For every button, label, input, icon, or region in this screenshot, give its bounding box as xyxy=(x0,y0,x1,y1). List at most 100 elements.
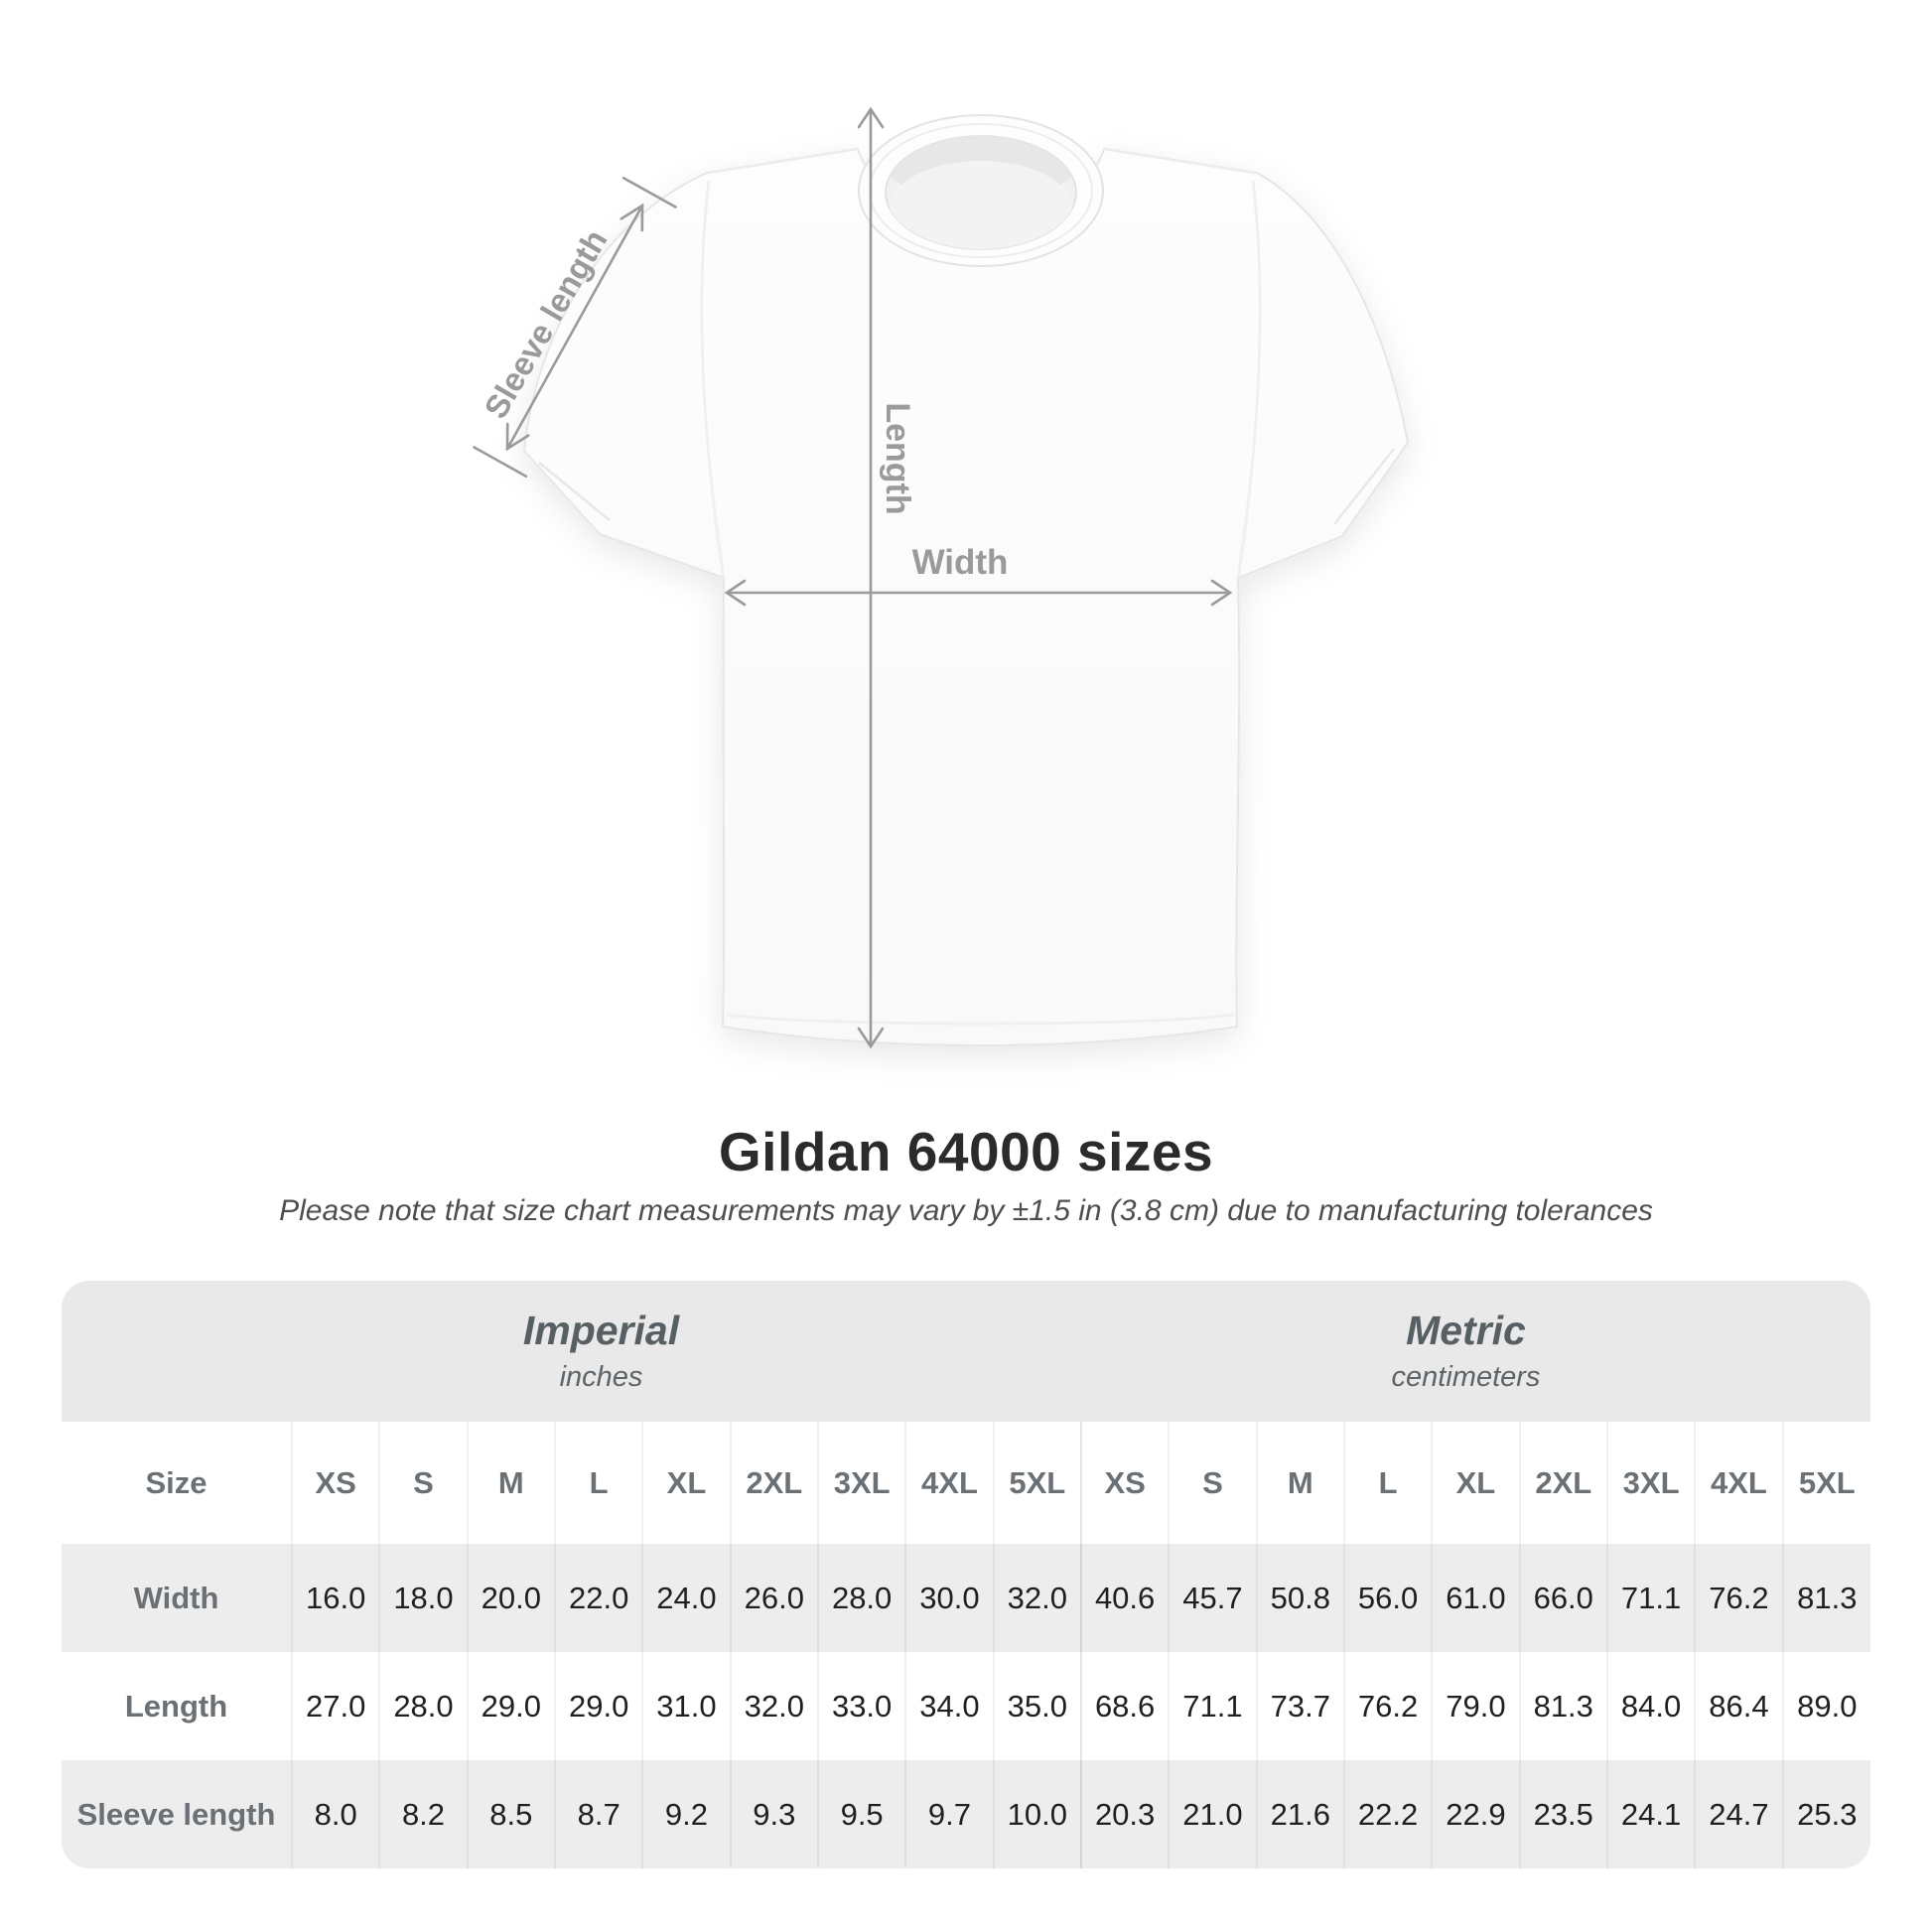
cell-metric-width: 61.0 xyxy=(1431,1544,1520,1652)
size-col-metric-4xl: 4XL xyxy=(1694,1422,1783,1544)
cell-metric-width: 66.0 xyxy=(1518,1544,1607,1652)
cell-imperial-length: 31.0 xyxy=(641,1652,731,1760)
cell-metric-length: 81.3 xyxy=(1518,1652,1607,1760)
size-col-imperial-s: S xyxy=(378,1422,468,1544)
cell-metric-length: 89.0 xyxy=(1781,1652,1870,1760)
cell-imperial-width: 22.0 xyxy=(553,1544,643,1652)
cell-imperial-length: 29.0 xyxy=(466,1652,555,1760)
imperial-label: Imperial xyxy=(522,1307,680,1353)
size-col-metric-xs: XS xyxy=(1079,1422,1170,1544)
cell-metric-sleeve-length: 24.7 xyxy=(1694,1760,1783,1868)
measurement-row-length: Length 27.0 28.0 29.0 29.0 31.0 32.0 33.0 34.0 35… xyxy=(62,1652,1870,1760)
size-col-imperial-4xl: 4XL xyxy=(904,1422,994,1544)
cell-imperial-length: 32.0 xyxy=(729,1652,818,1760)
cell-metric-sleeve-length: 22.9 xyxy=(1431,1760,1520,1868)
cell-imperial-sleeve-length: 10.0 xyxy=(992,1760,1081,1868)
cell-imperial-sleeve-length: 9.2 xyxy=(641,1760,731,1868)
cell-metric-length: 79.0 xyxy=(1431,1652,1520,1760)
page-subtitle: Please note that size chart measurements… xyxy=(279,1194,1653,1227)
size-col-metric-3xl: 3XL xyxy=(1605,1422,1696,1544)
cell-imperial-width: 24.0 xyxy=(641,1544,731,1652)
width-label: Width xyxy=(912,543,1009,582)
size-col-imperial-3xl: 3XL xyxy=(816,1422,906,1544)
size-table-card: Imperial inches Metric centimeters Size … xyxy=(62,1281,1870,1868)
cell-metric-width: 40.6 xyxy=(1079,1544,1170,1652)
collar xyxy=(858,114,1104,267)
measurement-row-sleeve-length: Sleeve length 8.0 8.2 8.5 8.7 9.2 9.3 9.5 9.7 10.… xyxy=(62,1760,1870,1868)
cell-metric-length: 68.6 xyxy=(1079,1652,1170,1760)
cell-metric-width: 71.1 xyxy=(1605,1544,1696,1652)
cell-imperial-width: 30.0 xyxy=(904,1544,994,1652)
cell-metric-length: 86.4 xyxy=(1694,1652,1783,1760)
imperial-group-header: Imperial inches xyxy=(62,1281,1081,1422)
page-title: Gildan 64000 sizes xyxy=(718,1121,1214,1182)
row-label: Length xyxy=(124,1688,228,1724)
size-col-metric-5xl: 5XL xyxy=(1781,1422,1870,1544)
cell-metric-length: 84.0 xyxy=(1605,1652,1696,1760)
cell-imperial-width: 28.0 xyxy=(816,1544,906,1652)
cell-metric-width: 50.8 xyxy=(1255,1544,1344,1652)
cell-imperial-sleeve-length: 9.3 xyxy=(729,1760,818,1868)
cell-imperial-sleeve-length: 8.0 xyxy=(290,1760,380,1868)
cell-imperial-length: 33.0 xyxy=(816,1652,906,1760)
cell-imperial-sleeve-length: 8.7 xyxy=(553,1760,643,1868)
cell-imperial-length: 29.0 xyxy=(553,1652,643,1760)
size-col-imperial-5xl: 5XL xyxy=(992,1422,1081,1544)
cell-metric-width: 81.3 xyxy=(1781,1544,1870,1652)
length-arrow xyxy=(857,106,885,1049)
cell-imperial-length: 34.0 xyxy=(904,1652,994,1760)
cell-metric-sleeve-length: 21.0 xyxy=(1168,1760,1257,1868)
cell-imperial-width: 20.0 xyxy=(466,1544,555,1652)
cell-imperial-length: 28.0 xyxy=(378,1652,468,1760)
cell-metric-width: 45.7 xyxy=(1168,1544,1257,1652)
row-label: Sleeve length xyxy=(76,1796,276,1832)
size-col-metric-xl: XL xyxy=(1431,1422,1520,1544)
cell-imperial-width: 16.0 xyxy=(290,1544,380,1652)
cell-metric-sleeve-length: 21.6 xyxy=(1255,1760,1344,1868)
size-header-cell: Size xyxy=(145,1464,207,1500)
cell-imperial-sleeve-length: 8.2 xyxy=(378,1760,468,1868)
size-col-imperial-xs: XS xyxy=(290,1422,380,1544)
size-col-imperial-m: M xyxy=(466,1422,555,1544)
cell-metric-sleeve-length: 20.3 xyxy=(1079,1760,1170,1868)
metric-group-header: Metric centimeters xyxy=(1080,1281,1870,1422)
cell-metric-length: 71.1 xyxy=(1168,1652,1257,1760)
cell-metric-sleeve-length: 22.2 xyxy=(1342,1760,1433,1868)
cell-imperial-length: 35.0 xyxy=(992,1652,1081,1760)
size-col-imperial-l: L xyxy=(553,1422,643,1544)
cell-metric-width: 76.2 xyxy=(1694,1544,1783,1652)
size-col-imperial-2xl: 2XL xyxy=(729,1422,818,1544)
size-col-metric-2xl: 2XL xyxy=(1518,1422,1607,1544)
unit-group-row: Imperial inches Metric centimeters xyxy=(62,1281,1870,1422)
cell-imperial-width: 32.0 xyxy=(992,1544,1081,1652)
size-table: Imperial inches Metric centimeters Size … xyxy=(62,1281,1870,1868)
cell-imperial-width: 18.0 xyxy=(378,1544,468,1652)
length-label: Length xyxy=(879,402,916,514)
cell-imperial-sleeve-length: 9.5 xyxy=(816,1760,906,1868)
size-col-imperial-xl: XL xyxy=(641,1422,731,1544)
width-arrow xyxy=(724,579,1233,607)
size-col-metric-s: S xyxy=(1168,1422,1257,1544)
cell-metric-length: 73.7 xyxy=(1255,1652,1344,1760)
tshirt-diagram: Sleeve length Length Width xyxy=(473,106,1409,1049)
cell-metric-sleeve-length: 24.1 xyxy=(1605,1760,1696,1868)
size-col-metric-m: M xyxy=(1255,1422,1344,1544)
size-header-row: Size XS S M L XL 2XL 3XL 4XL 5XL XS S M L XL 2XL 3XL 4XL… xyxy=(62,1422,1870,1544)
cell-metric-sleeve-length: 23.5 xyxy=(1518,1760,1607,1868)
measurement-row-width: Width 16.0 18.0 20.0 22.0 24.0 26.0 28.0 30.0 32.… xyxy=(62,1544,1870,1652)
cell-imperial-length: 27.0 xyxy=(290,1652,380,1760)
cell-imperial-width: 26.0 xyxy=(729,1544,818,1652)
metric-label: Metric xyxy=(1406,1307,1526,1353)
sleeve-length-arrow xyxy=(473,177,677,479)
row-label: Width xyxy=(133,1580,219,1615)
cell-metric-width: 56.0 xyxy=(1342,1544,1433,1652)
cell-imperial-sleeve-length: 9.7 xyxy=(904,1760,994,1868)
metric-unit-label: centimeters xyxy=(1391,1361,1541,1394)
cell-metric-sleeve-length: 25.3 xyxy=(1781,1760,1870,1868)
tshirt-illustration xyxy=(523,114,1409,1046)
cell-metric-length: 76.2 xyxy=(1342,1652,1433,1760)
cell-imperial-sleeve-length: 8.5 xyxy=(466,1760,555,1868)
imperial-unit-label: inches xyxy=(559,1361,643,1394)
size-col-metric-l: L xyxy=(1342,1422,1433,1544)
